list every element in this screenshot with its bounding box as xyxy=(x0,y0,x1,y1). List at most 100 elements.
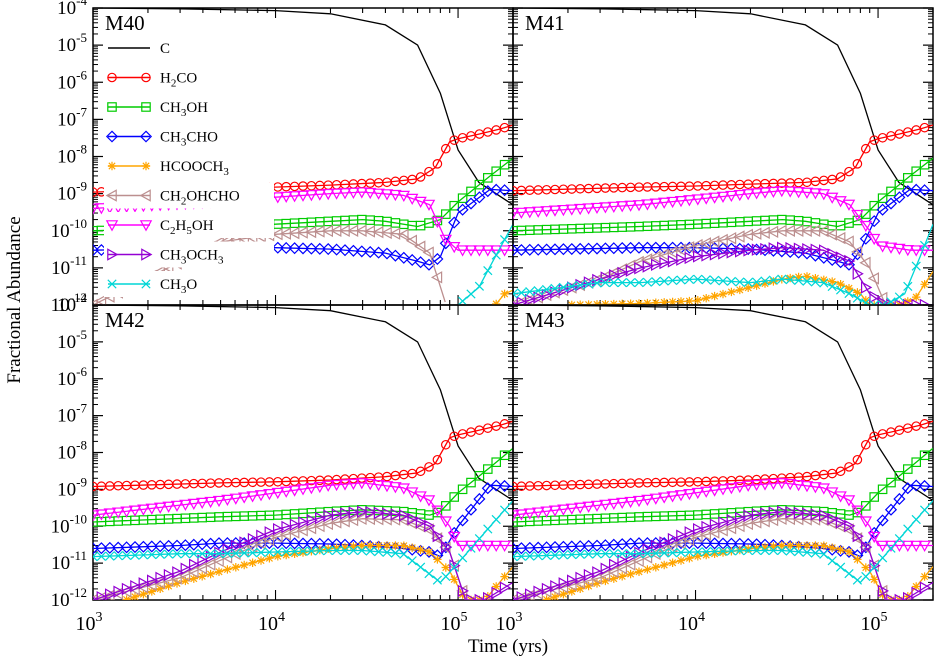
marker-c2h5oh xyxy=(513,510,520,522)
marker-c2h5oh xyxy=(716,191,730,203)
marker-ch3o xyxy=(483,524,493,534)
marker-c2h5oh xyxy=(851,505,864,517)
marker-ch3och3 xyxy=(835,516,848,529)
marker-c2h5oh xyxy=(195,497,209,510)
marker-ch3o xyxy=(819,549,829,559)
marker-ch3cho xyxy=(145,540,158,553)
marker-ch3och3 xyxy=(692,522,705,536)
marker-ch3oh xyxy=(919,450,930,461)
y-tick-label: 10-4 xyxy=(57,290,87,316)
series-line-ch2ohcho xyxy=(513,230,887,305)
marker-c2h5oh xyxy=(884,242,898,254)
marker-ch2ohcho xyxy=(699,237,712,250)
marker-h2co xyxy=(852,454,863,465)
marker-c2h5oh xyxy=(750,479,763,492)
marker-c2h5oh xyxy=(431,505,444,517)
marker-ch3cho xyxy=(456,203,469,216)
marker-ch2ohcho xyxy=(229,547,241,561)
series-line-ch2ohcho xyxy=(513,518,887,600)
marker-ch3cho xyxy=(422,545,436,558)
marker-ch2ohcho xyxy=(682,533,695,547)
marker-c2h5oh xyxy=(809,482,822,494)
marker-c2h5oh xyxy=(842,495,856,507)
legend-marker xyxy=(139,189,151,202)
marker-c2h5oh xyxy=(657,492,671,504)
marker-ch3o xyxy=(718,546,728,556)
marker-ch3och3 xyxy=(844,254,856,268)
marker-c2h5oh xyxy=(800,187,814,199)
series-line-ch3och3 xyxy=(513,247,933,305)
marker-ch3cho xyxy=(271,241,284,254)
marker-c2h5oh xyxy=(901,245,915,257)
marker-hcooch3 xyxy=(189,574,198,583)
marker-hcooch3 xyxy=(811,541,820,550)
marker-ch3och3 xyxy=(315,511,327,525)
marker-c2h5oh xyxy=(271,192,285,204)
marker-ch3och3 xyxy=(600,271,612,284)
marker-ch3o xyxy=(676,275,686,285)
marker-ch3o xyxy=(625,278,636,288)
marker-c2h5oh xyxy=(599,202,612,214)
marker-ch3och3 xyxy=(197,554,209,567)
marker-c2h5oh xyxy=(607,498,621,510)
marker-hcooch3 xyxy=(861,563,870,572)
marker-ch3och3 xyxy=(172,566,184,579)
marker-ch3och3 xyxy=(751,508,764,521)
marker-hcooch3 xyxy=(374,541,383,550)
marker-ch3o xyxy=(273,547,283,557)
marker-ch3och3 xyxy=(180,562,192,575)
marker-ch3cho xyxy=(355,245,368,258)
marker-ch3o xyxy=(819,278,829,288)
marker-c2h5oh xyxy=(893,540,906,552)
marker-ch2ohcho xyxy=(556,580,569,594)
series-line-c xyxy=(513,8,933,206)
marker-ch2ohcho xyxy=(565,578,577,592)
marker-hcooch3 xyxy=(248,558,257,567)
marker-c2h5oh xyxy=(708,485,721,497)
marker-ch3cho xyxy=(338,244,352,257)
marker-c2h5oh xyxy=(237,492,251,504)
marker-ch2ohcho xyxy=(405,234,417,247)
marker-c2h5oh xyxy=(733,189,747,202)
marker-c2h5oh xyxy=(918,540,931,552)
marker-h2co xyxy=(852,159,863,169)
marker-ch3o xyxy=(214,549,224,559)
marker-ch3o xyxy=(869,562,879,572)
marker-ch3och3 xyxy=(667,532,680,546)
marker-c2h5oh xyxy=(422,199,436,211)
marker-ch3o xyxy=(827,281,837,292)
series-line-c xyxy=(93,305,513,502)
marker-ch3oh xyxy=(860,209,871,219)
marker-ch2ohcho xyxy=(598,569,611,582)
marker-hcooch3 xyxy=(626,569,635,579)
marker-ch3cho xyxy=(700,537,713,550)
marker-ch3och3 xyxy=(734,511,747,525)
marker-hcooch3 xyxy=(794,272,803,282)
marker-c2h5oh xyxy=(783,479,797,491)
legend-marker xyxy=(139,130,153,143)
marker-ch3och3 xyxy=(743,509,755,522)
marker-c2h5oh xyxy=(229,493,243,505)
marker-ch3cho xyxy=(473,191,486,204)
marker-ch3o xyxy=(424,569,434,579)
marker-ch3o xyxy=(113,551,123,561)
marker-hcooch3 xyxy=(819,541,828,550)
marker-c2h5oh xyxy=(355,187,369,199)
marker-ch3och3 xyxy=(911,586,923,600)
y-tick-label: 10-8 xyxy=(57,438,87,464)
marker-c2h5oh xyxy=(397,190,411,203)
marker-c2h5oh xyxy=(288,191,301,203)
marker-c2h5oh xyxy=(305,190,318,202)
marker-hcooch3 xyxy=(853,555,862,564)
marker-c2h5oh xyxy=(456,540,469,552)
marker-c2h5oh xyxy=(540,206,553,218)
legend-item-c: C xyxy=(104,35,274,61)
marker-ch3cho xyxy=(389,249,402,262)
marker-ch3och3 xyxy=(760,507,772,520)
legend-marker xyxy=(141,161,151,171)
marker-ch3och3 xyxy=(407,512,419,526)
legend-marker xyxy=(107,72,117,83)
marker-ch3och3 xyxy=(541,288,554,302)
marker-hcooch3 xyxy=(878,590,887,599)
marker-h2co xyxy=(499,122,510,133)
